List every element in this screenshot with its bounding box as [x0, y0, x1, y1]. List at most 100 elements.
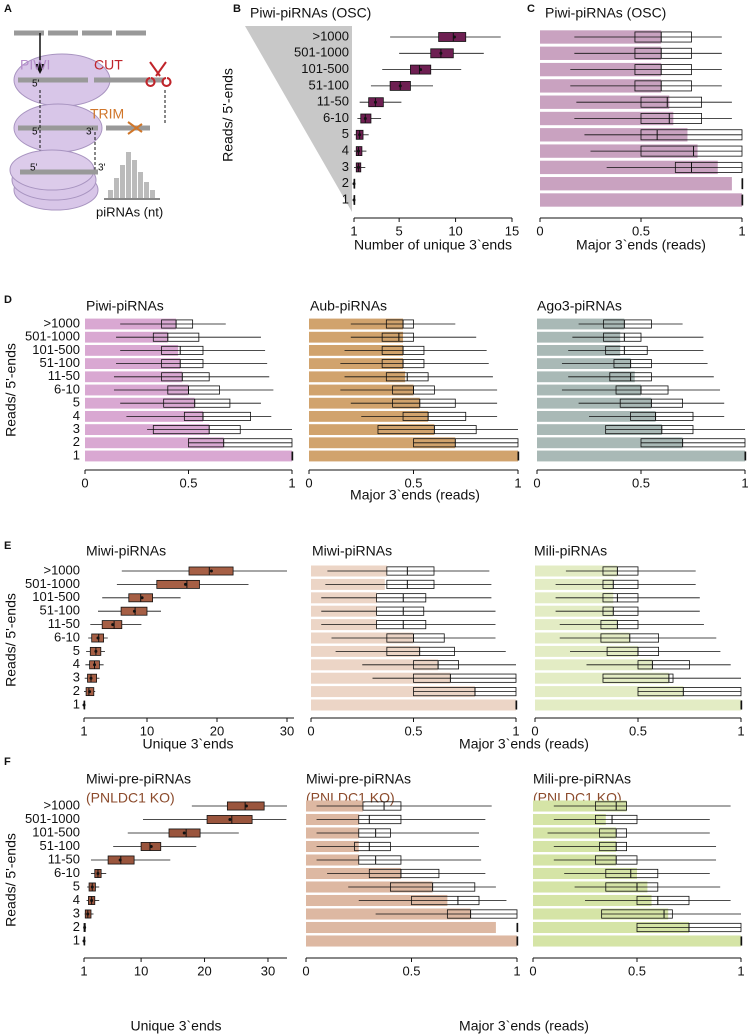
bar	[533, 935, 741, 947]
category-label: 5	[73, 878, 80, 893]
box	[368, 868, 440, 879]
category-label: 51-100	[40, 355, 80, 370]
x-axis-label: Major 3`ends (reads)	[350, 487, 480, 503]
box	[606, 646, 659, 656]
category-label: 5	[342, 126, 349, 141]
box	[637, 687, 742, 697]
box	[605, 868, 659, 879]
y-axis-label: Reads/ 5'-ends	[3, 833, 19, 927]
x-tick-label: 0	[536, 223, 543, 238]
bar	[306, 921, 496, 934]
category-label: 501-1000	[294, 45, 349, 60]
category-label: 1	[342, 191, 349, 206]
box	[188, 438, 293, 448]
category-label: 1	[73, 447, 80, 462]
box	[183, 411, 251, 421]
mean-dot	[439, 51, 443, 55]
bar	[306, 935, 517, 947]
category-label: 1	[73, 932, 80, 947]
x-axis-label: Major 3`ends (reads)	[459, 1018, 589, 1034]
box	[376, 606, 425, 616]
chart-title: Mili-piRNAs	[534, 543, 607, 559]
x-tick-label: 1	[350, 223, 357, 238]
mean-dot	[83, 926, 87, 929]
box	[381, 332, 414, 342]
panel-letter: E	[4, 540, 11, 552]
bar	[533, 908, 669, 920]
category-label: >1000	[43, 797, 80, 812]
box	[402, 411, 467, 421]
x-tick-label: 1	[512, 723, 519, 738]
x-tick-label: 30	[280, 723, 294, 738]
mean-dot	[452, 35, 456, 39]
x-tick-label: 0.5	[632, 475, 650, 490]
box	[413, 673, 517, 683]
box	[603, 332, 642, 342]
x-axis-label: Major 3`ends (reads)	[576, 237, 706, 253]
box	[640, 96, 702, 108]
histogram-icon	[108, 152, 155, 198]
box	[600, 620, 639, 630]
mean-dot	[419, 68, 423, 72]
category-label: 6-10	[54, 381, 80, 396]
x-tick-label: 20	[210, 723, 224, 738]
box	[386, 646, 455, 656]
category-label: 101-500	[32, 824, 80, 839]
x-axis-label: Unique 3`ends	[130, 1018, 221, 1034]
x-axis-label: Unique 3`ends	[142, 736, 233, 752]
mean-dot	[352, 182, 356, 186]
category-label: 501-1000	[25, 329, 80, 344]
box	[411, 895, 480, 906]
scissors-icon	[127, 121, 143, 135]
box	[161, 345, 204, 355]
category-label: 6-10	[54, 865, 80, 880]
mean-dot	[96, 872, 100, 875]
box	[602, 593, 639, 603]
piwi-label: PIWI	[20, 57, 50, 73]
mean-dot	[357, 165, 361, 169]
mean-dot	[86, 912, 90, 916]
x-tick-label: 1	[737, 723, 744, 738]
bar	[309, 450, 518, 462]
category-label: 501-1000	[25, 576, 80, 591]
box	[640, 129, 743, 141]
box	[392, 398, 456, 408]
box	[362, 801, 402, 811]
three-prime: 3'	[98, 163, 106, 174]
box	[599, 841, 627, 852]
box	[634, 64, 692, 76]
x-axis-label: Number of unique 3`ends	[354, 237, 512, 253]
category-label: >1000	[43, 315, 80, 330]
box	[634, 47, 692, 59]
category-label: 6-10	[323, 110, 349, 125]
category-label: 51-100	[40, 838, 80, 853]
bar	[311, 686, 475, 698]
category-label: 2	[73, 434, 80, 449]
x-tick-label: 1	[741, 475, 748, 490]
box	[640, 145, 743, 157]
x-tick-label: 10	[140, 723, 154, 738]
bar	[535, 672, 669, 684]
x-tick-label: 1	[738, 223, 745, 238]
box	[385, 319, 414, 329]
bar	[85, 450, 292, 462]
box	[152, 332, 200, 342]
x-tick-label: 1	[80, 723, 87, 738]
chart-title: Miwi-piRNAs	[312, 543, 392, 559]
chart-title: Piwi-piRNAs (OSC)	[250, 5, 371, 21]
box	[386, 566, 435, 576]
three-prime: 3'	[86, 127, 94, 138]
x-tick-label: 0.5	[404, 475, 422, 490]
bar	[311, 699, 516, 711]
box	[602, 566, 639, 576]
mean-dot	[90, 885, 94, 889]
box	[358, 828, 391, 838]
chart-title: Piwi-piRNAs (OSC)	[545, 5, 666, 21]
category-label: 4	[73, 892, 80, 907]
five-prime: 5'	[32, 127, 40, 138]
box	[602, 579, 639, 589]
box	[595, 801, 628, 811]
box	[634, 80, 692, 92]
chart-title: Mili-pre-piRNAs	[533, 771, 631, 787]
